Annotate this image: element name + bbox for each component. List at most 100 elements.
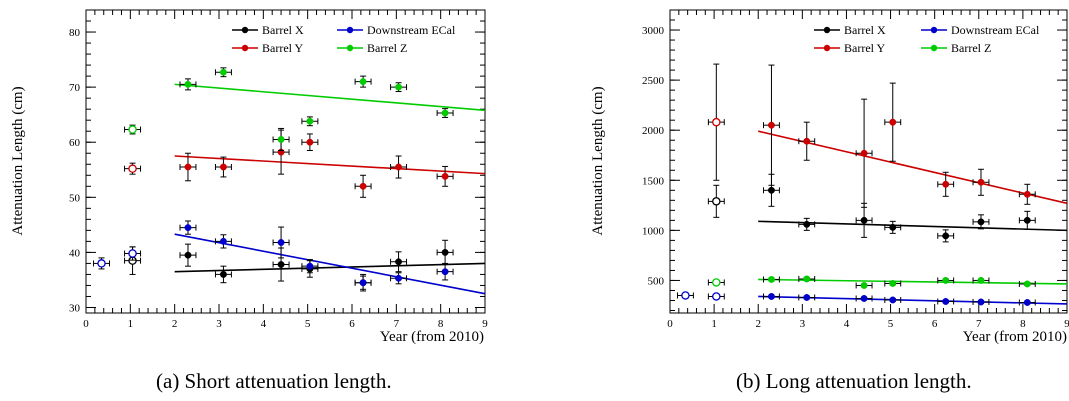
y-axis-label: Attenuation Length (cm) [10,86,26,235]
marker [219,270,227,278]
y-tick-label: 2000 [642,125,665,137]
data-point [884,296,902,304]
x-tick-label: 6 [932,318,938,330]
marker [860,282,868,289]
data-point [1018,183,1036,205]
legend-label: Barrel X [844,23,886,37]
legend-label: Barrel X [262,23,304,37]
legend-item: Downstream ECal [921,23,1040,37]
marker [942,276,950,284]
marker [395,258,402,266]
plot-frame [669,9,1068,314]
panel-short-attenuation: Attenuation Length (cm) Year (from 2010)… [10,9,488,345]
marker [977,298,985,306]
marker [306,138,314,146]
legend: Barrel X Downstream ECal Barrel Y Barrel Z [814,23,1040,55]
data-point [124,124,142,135]
x-tick-label: 0 [83,318,89,330]
data-point [436,108,454,118]
y-tick-label: 500 [648,275,665,287]
marker [977,218,985,226]
y-tick-label: 1500 [642,175,665,187]
y-tick-label: 70 [69,82,81,94]
data-point [972,214,990,230]
data-point [214,156,232,178]
data-point [707,292,725,301]
marker [860,149,868,157]
marker [441,109,449,117]
data-point [798,294,816,301]
x-tick-label: 3 [216,318,222,330]
marker [184,163,192,171]
marker [219,237,227,245]
y-tick-label: 30 [69,302,81,314]
marker [1023,216,1031,224]
marker-open [97,259,106,268]
marker-open [712,117,721,127]
y-tick-label: 1000 [642,225,665,237]
legend-marker [930,26,938,34]
data-point [972,298,990,306]
data-point [855,295,873,302]
data-point [884,220,902,234]
marker [184,224,192,232]
marker [359,182,367,190]
marker [359,279,367,287]
marker [219,68,227,76]
legend-marker [346,44,354,52]
legend-label: Barrel Z [951,41,991,55]
marker [219,163,227,171]
legend-label: Barrel Y [844,41,886,55]
data-point [390,251,408,273]
data-point [937,276,955,284]
marker [889,223,897,231]
fit-line [174,155,486,175]
data-point [676,291,694,300]
marker [889,118,897,126]
marker [184,80,192,88]
x-tick-label: 5 [888,318,894,330]
data-point [707,184,725,218]
data-point [855,202,873,238]
marker [942,180,950,188]
marker [306,262,314,270]
x-tick-label: 2 [755,318,761,330]
x-tick-label: 7 [394,318,400,330]
data-point [972,276,990,284]
data-point [798,217,816,231]
marker [1023,280,1031,288]
data-point [124,162,142,175]
x-tick-label: 4 [261,318,267,330]
marker [768,121,775,129]
y-tick-label: 60 [69,137,81,149]
data-marks [676,63,1068,306]
marker [860,295,868,302]
data-point [272,127,290,151]
marker [860,216,868,224]
legend-marker [823,44,831,52]
data-point [301,116,319,127]
marker [277,261,285,268]
marker [803,137,811,145]
x-tick-label: 3 [800,318,806,330]
caption-a: (a) Short attenuation length. [156,369,392,393]
data-point [214,234,232,249]
marker [803,220,811,228]
x-tick-label: 0 [667,318,673,330]
data-point [937,171,955,197]
marker [768,293,775,300]
data-point [1018,280,1036,288]
x-tick-label: 5 [305,318,311,330]
legend: Barrel X Downstream ECal Barrel Y Barrel Z [232,23,456,55]
legend-item: Downstream ECal [337,23,456,37]
data-point [214,67,232,78]
x-tick-label: 7 [976,318,982,330]
data-point [1018,210,1036,230]
y-axis-label: Attenuation Length (cm) [590,86,606,235]
data-point [179,152,197,182]
marker [1023,299,1031,306]
data-point [301,133,319,151]
legend-item: Barrel Z [921,41,991,55]
panel-long-attenuation: Attenuation Length (cm) Year (from 2010)… [590,9,1069,345]
x-tick-label: 4 [844,318,850,330]
